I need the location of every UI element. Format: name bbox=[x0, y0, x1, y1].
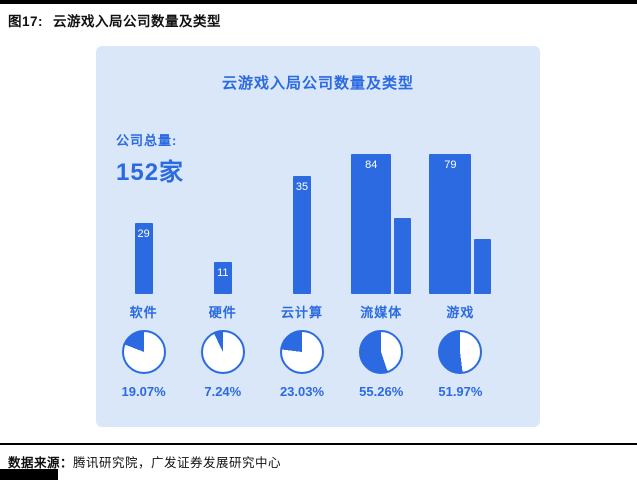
company-total: 公司总量: 152家 bbox=[116, 130, 184, 187]
pie-percent-label: 7.24% bbox=[204, 384, 242, 399]
chart-column: 84 流媒体 55.26% bbox=[342, 149, 421, 399]
bar-group: 79 bbox=[429, 149, 492, 294]
pie-percent-label: 55.26% bbox=[359, 384, 404, 399]
bar-value-label: 35 bbox=[295, 181, 309, 193]
figure-caption: 图17: 云游戏入局公司数量及类型 bbox=[8, 10, 221, 30]
pie-percent-label: 23.03% bbox=[279, 384, 325, 399]
company-total-label: 公司总量: bbox=[116, 133, 178, 148]
data-source-label: 数据来源： bbox=[8, 456, 74, 470]
figure-caption-prefix: 图17: bbox=[8, 14, 44, 29]
pie-chart bbox=[280, 330, 324, 374]
bar bbox=[394, 218, 412, 294]
category-label: 流媒体 bbox=[360, 305, 403, 320]
bar: 84 bbox=[351, 154, 392, 294]
infographic-card: 云游戏入局公司数量及类型 公司总量: 152家 29 软件 19.07% 11 硬件 7.… bbox=[96, 46, 540, 427]
chart-title: 云游戏入局公司数量及类型 bbox=[221, 75, 414, 92]
bar-group: 35 bbox=[293, 149, 311, 294]
pie-chart bbox=[438, 330, 483, 374]
chart-column: 29 软件 19.07% bbox=[104, 149, 183, 399]
chart-column: 35 云计算 23.03% bbox=[262, 149, 341, 399]
pie-percent-label: 51.97% bbox=[438, 384, 483, 399]
bar-value-label: 29 bbox=[137, 228, 150, 240]
pie-chart bbox=[200, 330, 245, 374]
chart-columns: 29 软件 19.07% 11 硬件 7.24% 35 云计算 23.03% 84 流媒体 55.26… bbox=[104, 149, 500, 399]
bar-group: 29 bbox=[134, 149, 153, 294]
pie-percent-label: 19.07% bbox=[121, 384, 166, 399]
top-divider bbox=[0, 0, 637, 4]
bar-value-label: 11 bbox=[217, 267, 229, 279]
pie-chart bbox=[359, 330, 404, 374]
footer-corner-block bbox=[0, 469, 58, 480]
bar: 11 bbox=[213, 262, 232, 294]
category-label: 软件 bbox=[129, 305, 158, 320]
bar: 35 bbox=[293, 176, 311, 294]
bar: 29 bbox=[134, 223, 153, 294]
category-label: 云计算 bbox=[281, 305, 324, 320]
bar bbox=[474, 239, 492, 294]
footer-divider bbox=[0, 443, 637, 445]
bar-value-label: 79 bbox=[444, 159, 457, 171]
category-label: 游戏 bbox=[446, 305, 475, 320]
company-total-value: 152家 bbox=[116, 159, 185, 186]
chart-column: 11 硬件 7.24% bbox=[183, 149, 262, 399]
bar: 79 bbox=[429, 154, 472, 294]
bar-group: 11 bbox=[213, 149, 232, 294]
category-label: 硬件 bbox=[208, 305, 237, 320]
chart-column: 79 游戏 51.97% bbox=[421, 149, 500, 399]
data-source: 数据来源：腾讯研究院，广发证券发展研究中心 bbox=[8, 452, 281, 471]
figure-caption-title: 云游戏入局公司数量及类型 bbox=[53, 14, 222, 29]
data-source-text: 腾讯研究院，广发证券发展研究中心 bbox=[73, 456, 282, 470]
pie-chart bbox=[121, 330, 166, 374]
bar-group: 84 bbox=[351, 149, 412, 294]
bar-value-label: 84 bbox=[365, 159, 378, 171]
